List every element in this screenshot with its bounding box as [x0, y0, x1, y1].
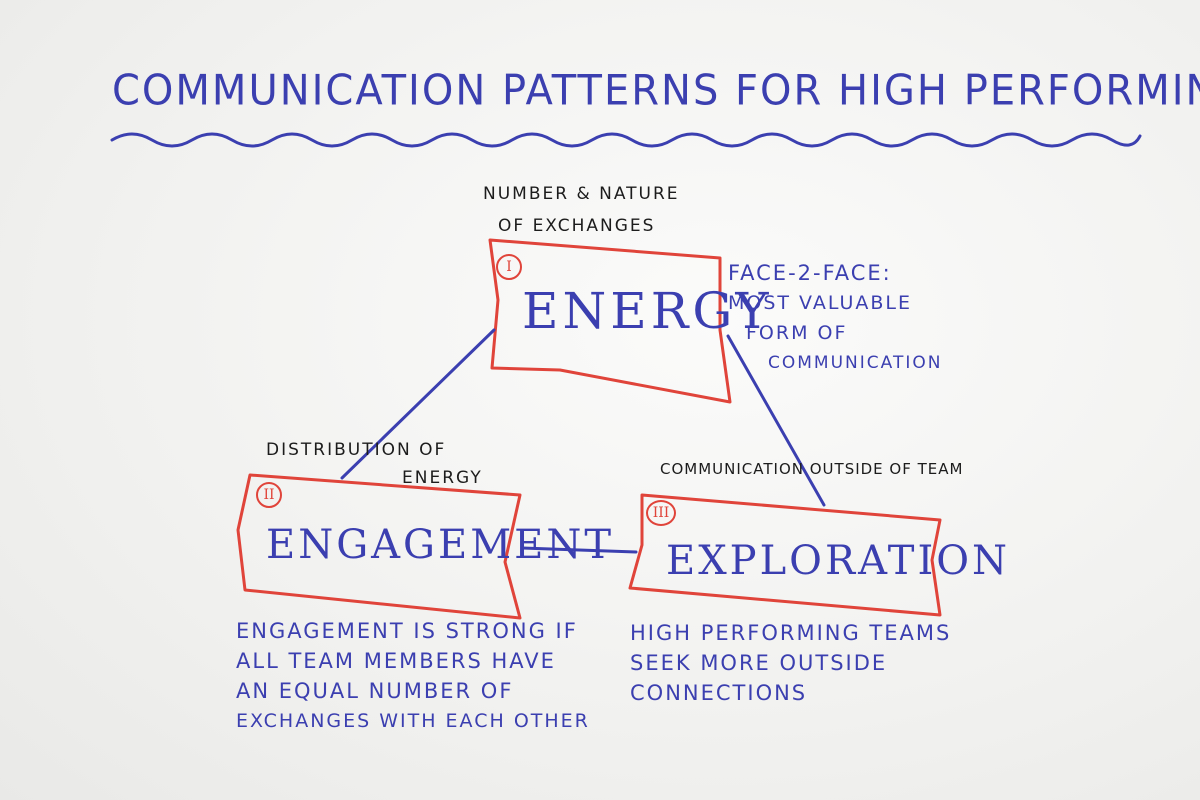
engagement-top-label-line2: Energy — [402, 468, 483, 488]
engagement-numeral: II — [256, 482, 282, 508]
energy-top-label-line1: Number & Nature — [483, 184, 680, 204]
exploration-top-label: Communication outside of Team — [660, 460, 964, 478]
engagement-note-line: All Team Members Have — [236, 649, 556, 673]
page-title: Communication Patterns for High Performi… — [112, 66, 1200, 116]
exploration-numeral: III — [646, 500, 676, 526]
exploration-note-line: Seek More Outside — [630, 651, 888, 675]
exploration-note-line: Connections — [630, 681, 808, 705]
title-underline — [110, 132, 1142, 148]
exploration-note-line: High Performing Teams — [630, 621, 952, 645]
engagement-note-line: Engagement is Strong if — [236, 619, 578, 643]
energy-numeral: I — [496, 254, 522, 280]
connector-energy-engagement — [340, 328, 496, 480]
energy-label: Energy — [522, 282, 773, 340]
engagement-note: Engagement is Strong if All Team Members… — [236, 616, 590, 736]
energy-note-line: Most Valuable — [728, 292, 913, 314]
engagement-label: Engagement — [266, 522, 615, 568]
energy-note-line: Communication — [768, 353, 943, 373]
engagement-note-line: Exchanges with Each Other — [236, 710, 590, 732]
energy-note-line: Form of — [746, 322, 848, 344]
engagement-note-line: An Equal Number of — [236, 679, 514, 703]
energy-top-label-line2: of Exchanges — [498, 216, 656, 236]
exploration-label: Exploration — [666, 538, 1011, 584]
energy-note: Face-2-Face: Most Valuable Form of Commu… — [728, 258, 942, 378]
engagement-box — [236, 473, 522, 620]
exploration-note: High Performing Teams Seek More Outside … — [630, 618, 951, 708]
engagement-top-label-line1: Distribution of — [266, 440, 447, 460]
connector-energy-exploration — [726, 334, 826, 507]
energy-box — [488, 238, 732, 404]
exploration-box — [628, 493, 942, 617]
connector-engagement-exploration — [520, 546, 638, 554]
energy-note-line: Face-2-Face: — [728, 261, 892, 285]
